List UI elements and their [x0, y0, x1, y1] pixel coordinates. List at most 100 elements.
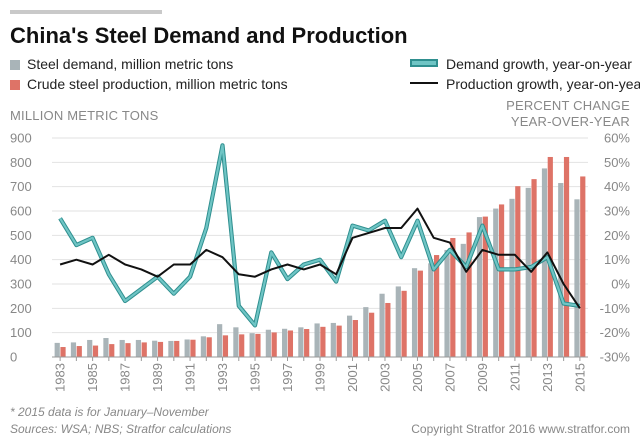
demand-bar [428, 263, 434, 357]
legend-label-production-growth: Production growth, year-on-year [446, 76, 640, 92]
demand-bar [249, 333, 255, 357]
production-bar [433, 255, 440, 357]
x-tick-label: 2011 [507, 363, 522, 391]
legend-label-demand: Steel demand, million metric tons [27, 56, 234, 72]
production-bar [304, 329, 310, 357]
x-tick-label: 2015 [572, 363, 587, 392]
production-bar [563, 156, 570, 357]
right-tick-label: 50% [604, 155, 630, 170]
right-axis-title-line-2: YEAR-OVER-YEAR [510, 114, 630, 129]
production-bar [352, 320, 358, 357]
production-bar [401, 290, 407, 357]
right-tick-label: 10% [604, 252, 630, 267]
production-bar [157, 341, 164, 357]
production-bar [76, 346, 82, 357]
right-tick-label: 60% [604, 131, 630, 146]
demand-bar [233, 327, 239, 357]
production-bar [141, 342, 147, 357]
x-tick-label: 1995 [248, 363, 263, 392]
production-bar [271, 332, 277, 357]
demand-bar [379, 293, 385, 357]
right-tick-label: 30% [604, 204, 630, 219]
x-tick-label: 2005 [410, 363, 425, 392]
production-bar [369, 312, 375, 357]
legend-label-demand-growth: Demand growth, year-on-year [446, 56, 632, 72]
left-tick-label: 400 [10, 252, 32, 267]
production-bar [580, 176, 586, 357]
legend-swatch-demand [10, 60, 20, 70]
production-bar [515, 186, 521, 357]
x-tick-label: 1989 [150, 363, 165, 392]
demand-bar [103, 338, 109, 357]
legend-label-production: Crude steel production, million metric t… [27, 76, 288, 92]
production-bar [385, 302, 391, 357]
demand-bar [476, 217, 483, 357]
left-tick-label: 500 [10, 228, 32, 243]
production-bar [174, 340, 180, 357]
demand-bar [314, 323, 320, 357]
production-bar [255, 333, 261, 357]
demand-bar [54, 342, 60, 357]
production-bar [92, 345, 99, 357]
left-tick-label: 0 [10, 350, 17, 365]
production-bar [60, 347, 66, 357]
x-tick-label: 1997 [280, 363, 295, 392]
right-tick-label: -30% [600, 350, 631, 365]
x-tick-label: 2007 [442, 363, 457, 392]
left-tick-label: 700 [10, 179, 32, 194]
x-tick-label: 1999 [313, 363, 328, 392]
x-tick-label: 1983 [53, 363, 68, 392]
demand-bar [87, 339, 93, 357]
x-tick-label: 2001 [345, 363, 360, 392]
right-tick-label: 20% [604, 228, 630, 243]
right-tick-label: 0% [611, 277, 630, 292]
demand-bar [200, 336, 207, 357]
demand-bar [217, 324, 223, 357]
demand-bar [282, 328, 288, 357]
legend-swatch-production-growth [410, 82, 438, 84]
production-bar [320, 326, 326, 357]
x-tick-label: 1985 [85, 363, 100, 392]
demand-growth-line [59, 144, 581, 327]
legend-item-production-growth: Production growth, year-on-year [410, 76, 640, 92]
chart-title: China's Steel Demand and Production [10, 23, 408, 48]
demand-bar [265, 329, 271, 357]
legend-swatch-demand-growth [410, 59, 438, 67]
demand-bar [411, 268, 418, 357]
demand-bar [70, 342, 77, 357]
production-bar [222, 335, 229, 357]
x-tick-label: 1993 [215, 363, 230, 392]
legend-item-production: Crude steel production, million metric t… [10, 76, 288, 92]
right-tick-label: -20% [600, 325, 631, 340]
x-tick-label: 2013 [540, 363, 555, 392]
x-tick-label: 1987 [118, 363, 133, 392]
demand-bar [444, 249, 450, 357]
left-tick-label: 800 [10, 155, 32, 170]
demand-bar [119, 339, 125, 357]
x-tick-label: 2003 [377, 363, 392, 392]
x-tick-label: 2009 [475, 363, 490, 392]
production-growth-line [59, 207, 581, 309]
copyright-credit: Copyright Stratfor 2016 www.stratfor.com [411, 422, 630, 436]
footnote-block: * 2015 data is for January–November Sour… [10, 404, 231, 438]
right-tick-label: -10% [600, 301, 631, 316]
demand-bar [298, 327, 304, 357]
production-bar [239, 334, 245, 357]
production-bar [498, 204, 505, 357]
left-tick-label: 600 [10, 204, 32, 219]
demand-bar [558, 183, 564, 357]
demand-bar [135, 339, 142, 357]
left-tick-label: 100 [10, 325, 32, 340]
legend-item-demand-growth: Demand growth, year-on-year [410, 56, 632, 72]
legend-swatch-production [10, 80, 20, 90]
left-tick-label: 900 [10, 131, 32, 146]
demand-bar [152, 340, 158, 357]
demand-bar [493, 208, 499, 357]
demand-bar [509, 198, 515, 357]
production-bar [190, 339, 196, 357]
production-bar [206, 337, 212, 357]
production-bar [450, 238, 456, 357]
footnote: * 2015 data is for January–November [10, 405, 209, 419]
demand-bar [525, 187, 531, 357]
